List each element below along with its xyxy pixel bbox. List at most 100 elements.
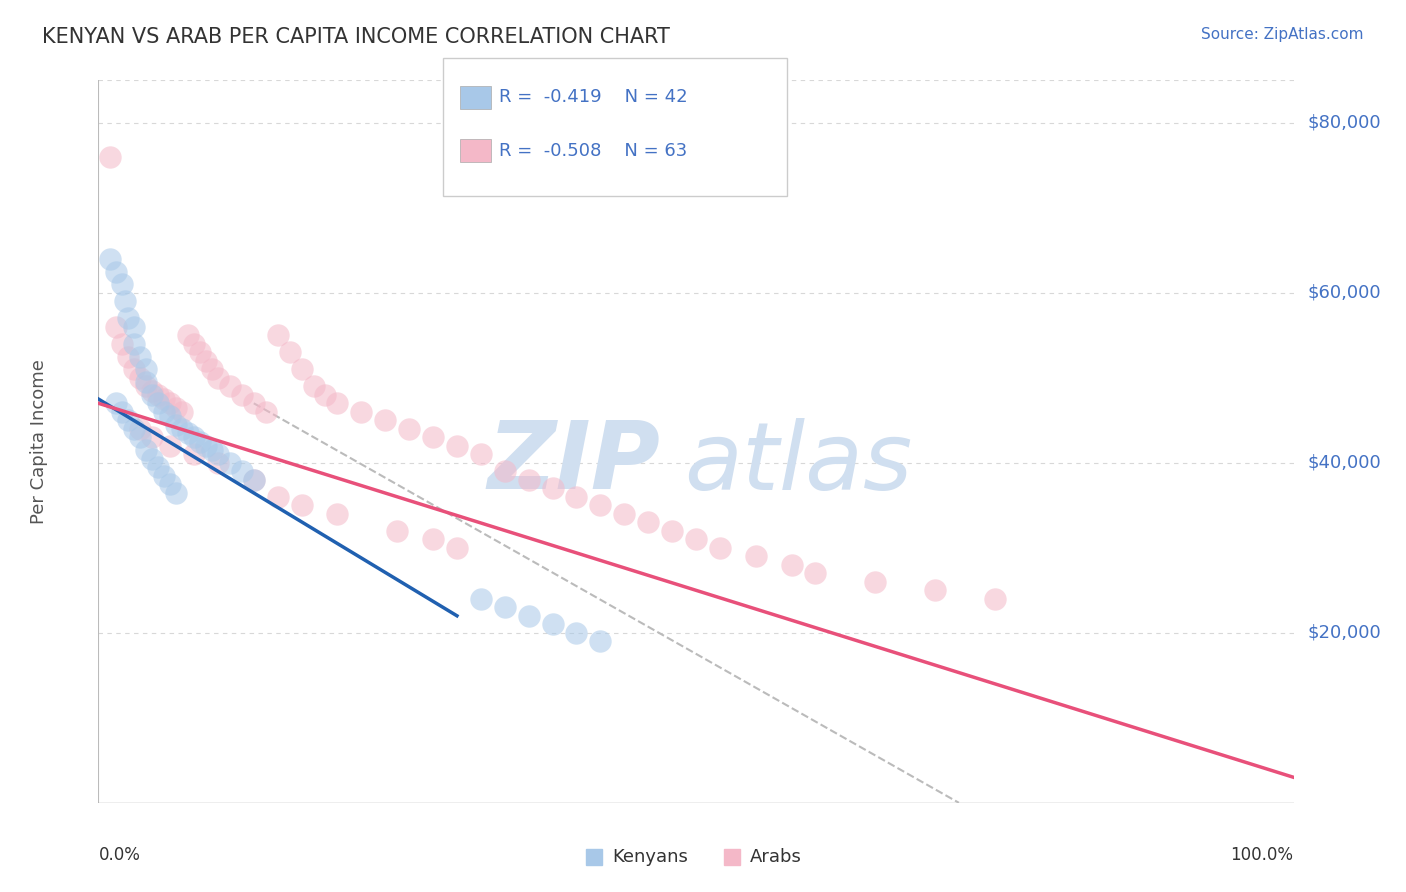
- Point: [153, 392, 176, 406]
- Point: [278, 345, 301, 359]
- Point: [153, 405, 176, 419]
- Point: [129, 371, 152, 385]
- Text: $80,000: $80,000: [1308, 114, 1382, 132]
- Point: [105, 396, 128, 410]
- Point: [135, 375, 157, 389]
- Point: [565, 490, 588, 504]
- Text: Source: ZipAtlas.com: Source: ZipAtlas.com: [1201, 27, 1364, 42]
- Point: [111, 336, 134, 351]
- Point: [135, 362, 157, 376]
- Point: [924, 583, 946, 598]
- Point: [685, 533, 707, 547]
- Point: [177, 425, 200, 440]
- Point: [565, 625, 588, 640]
- Point: [117, 350, 139, 364]
- Point: [267, 490, 290, 504]
- Point: [98, 252, 122, 266]
- Text: Per Capita Income: Per Capita Income: [30, 359, 48, 524]
- Point: [183, 336, 205, 351]
- Text: $60,000: $60,000: [1308, 284, 1382, 301]
- Point: [172, 405, 194, 419]
- Point: [159, 396, 181, 410]
- Point: [517, 608, 540, 623]
- Point: [780, 558, 803, 572]
- Point: [117, 413, 139, 427]
- Point: [243, 473, 266, 487]
- Point: [207, 371, 229, 385]
- Point: [315, 388, 337, 402]
- Point: [135, 443, 157, 458]
- Point: [398, 422, 420, 436]
- Point: [165, 401, 187, 415]
- Point: [243, 396, 266, 410]
- Point: [105, 264, 128, 278]
- Point: [984, 591, 1007, 606]
- Point: [541, 617, 564, 632]
- Point: [254, 405, 277, 419]
- Point: [291, 498, 314, 512]
- Point: [148, 460, 170, 475]
- Point: [661, 524, 683, 538]
- Point: [243, 473, 266, 487]
- Text: ZIP: ZIP: [488, 417, 661, 509]
- Point: [111, 405, 134, 419]
- Point: [517, 473, 540, 487]
- Point: [219, 379, 242, 393]
- Point: [865, 574, 887, 589]
- Point: [385, 524, 409, 538]
- Point: [470, 447, 492, 461]
- Point: [165, 417, 187, 432]
- Point: [172, 422, 194, 436]
- Point: [589, 634, 612, 648]
- Point: [114, 294, 136, 309]
- Point: [195, 439, 218, 453]
- Point: [124, 422, 146, 436]
- Point: [165, 485, 187, 500]
- Text: R =  -0.508    N = 63: R = -0.508 N = 63: [499, 142, 688, 160]
- Text: 100.0%: 100.0%: [1230, 847, 1294, 864]
- Point: [326, 507, 349, 521]
- Text: $40,000: $40,000: [1308, 454, 1382, 472]
- Point: [153, 468, 176, 483]
- Point: [148, 388, 170, 402]
- Point: [129, 350, 152, 364]
- Point: [207, 456, 229, 470]
- Text: $20,000: $20,000: [1308, 624, 1382, 642]
- Point: [422, 430, 444, 444]
- Point: [188, 434, 211, 449]
- Point: [267, 328, 290, 343]
- Point: [201, 443, 224, 458]
- Point: [159, 409, 181, 423]
- Point: [117, 311, 139, 326]
- Point: [141, 451, 163, 466]
- Point: [374, 413, 396, 427]
- Point: [141, 384, 163, 398]
- Point: [129, 422, 152, 436]
- Point: [637, 516, 659, 530]
- Point: [124, 319, 146, 334]
- Text: KENYAN VS ARAB PER CAPITA INCOME CORRELATION CHART: KENYAN VS ARAB PER CAPITA INCOME CORRELA…: [42, 27, 671, 46]
- Point: [350, 405, 373, 419]
- Point: [291, 362, 314, 376]
- Point: [195, 353, 218, 368]
- Point: [135, 379, 157, 393]
- Point: [183, 447, 205, 461]
- Text: 0.0%: 0.0%: [98, 847, 141, 864]
- Point: [183, 430, 205, 444]
- Point: [111, 277, 134, 292]
- Point: [141, 388, 163, 402]
- Point: [745, 549, 768, 564]
- Point: [129, 430, 152, 444]
- Point: [219, 456, 242, 470]
- Point: [231, 464, 253, 478]
- Point: [105, 319, 128, 334]
- Point: [148, 396, 170, 410]
- Point: [201, 362, 224, 376]
- Point: [159, 439, 181, 453]
- Point: [177, 328, 200, 343]
- Point: [446, 439, 468, 453]
- Point: [141, 430, 163, 444]
- Point: [231, 388, 253, 402]
- Point: [422, 533, 444, 547]
- Point: [589, 498, 612, 512]
